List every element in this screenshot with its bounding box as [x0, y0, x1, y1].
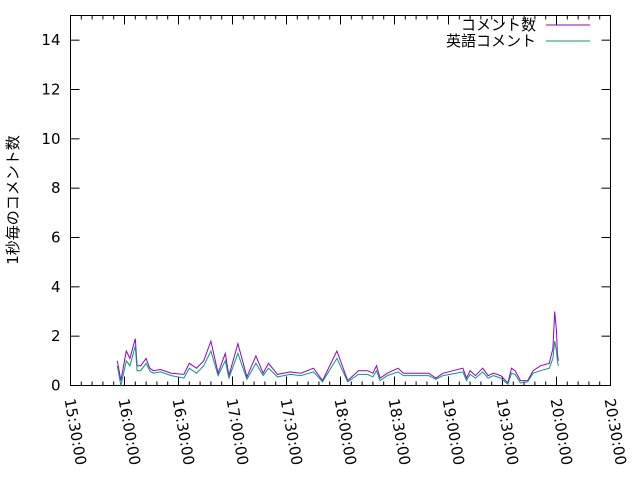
x-tick-label: 15:30:00	[61, 397, 90, 466]
x-tick-label: 19:30:00	[493, 397, 522, 466]
y-tick-label: 4	[51, 278, 61, 296]
plot-border	[70, 15, 611, 386]
x-tick-label: 20:00:00	[547, 397, 576, 466]
y-tick-label: 0	[51, 377, 61, 395]
x-tick-label: 18:00:00	[331, 397, 360, 466]
x-tick-label: 17:30:00	[277, 397, 306, 466]
y-tick-label: 6	[51, 229, 61, 247]
x-tick-label: 16:00:00	[115, 397, 144, 466]
y-tick-label: 2	[51, 327, 61, 345]
y-tick-label: 8	[51, 179, 61, 197]
y-axis-label: 1秒毎のコメント数	[4, 135, 22, 265]
x-tick-label: 18:30:00	[385, 397, 414, 466]
y-tick-label: 10	[41, 130, 60, 148]
x-tick-label: 20:30:00	[601, 397, 630, 466]
series-line-2	[116, 341, 559, 386]
x-tick-label: 19:00:00	[439, 397, 468, 466]
y-tick-label: 14	[41, 31, 60, 49]
legend-label: コメント数	[461, 16, 536, 34]
series-line-1	[116, 311, 559, 384]
x-tick-label: 16:30:00	[169, 397, 198, 466]
x-tick-label: 17:00:00	[223, 397, 252, 466]
y-tick-label: 12	[41, 81, 60, 99]
legend-label: 英語コメント	[446, 32, 536, 50]
